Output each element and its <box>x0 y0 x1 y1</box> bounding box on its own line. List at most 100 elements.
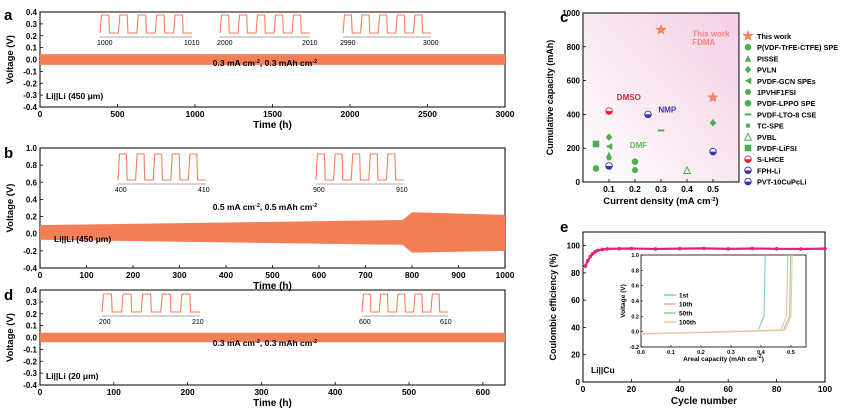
legend-label: P(VDF-TrFE-CTFE) SPE <box>757 43 838 52</box>
x-tick-label: 300 <box>172 270 186 280</box>
inset-voltage-trace <box>361 293 448 313</box>
inset-y-tick-label: 0.4 <box>631 299 640 305</box>
y-tick-label: 0.0 <box>26 334 38 343</box>
legend-marker <box>743 132 753 141</box>
x-axis-title: Current density (mA cm-2) <box>603 196 718 207</box>
y-tick-label: 0.0 <box>26 56 38 65</box>
legend-label: PVDF-GCN SPEs <box>757 77 816 86</box>
y-tick-label: 0 <box>576 378 581 387</box>
y-axis-title: Voltage (V) <box>5 35 16 84</box>
x-axis-title: Time (h) <box>253 398 292 409</box>
y-tick-label: 1.0 <box>26 144 38 153</box>
y-tick-label: -0.2 <box>23 357 37 366</box>
legend-marker <box>744 144 752 152</box>
inset-legend-label: 10th <box>679 302 692 309</box>
x-tick-label: 600 <box>476 387 490 397</box>
ce-point <box>617 246 622 251</box>
inset-x-tick-label: 0.4 <box>757 350 766 356</box>
inset-y-tick-label: -0.2 <box>630 345 639 351</box>
marker-fill <box>644 114 652 118</box>
y-tick-label: -0.4 <box>23 264 37 273</box>
x-tick-label: 1000 <box>186 109 205 119</box>
marker-fill <box>744 159 752 163</box>
y-tick-label: -0.2 <box>23 247 37 256</box>
inset-start-label: 900 <box>313 187 325 194</box>
legend-label: FPH-Li <box>757 166 781 175</box>
x-tick-label: 0.4 <box>681 184 693 194</box>
legend-marker <box>744 99 752 107</box>
marker-fill <box>605 165 613 170</box>
legend-label: PVDF-LiFSI <box>757 144 797 153</box>
y-tick-label: 0.6 <box>26 178 38 187</box>
data-point <box>592 165 600 172</box>
ce-point <box>702 246 706 251</box>
annotation: NMP <box>658 106 676 115</box>
data-point <box>631 167 639 174</box>
inset-legend-label: 100th <box>679 320 696 327</box>
ce-point <box>774 246 779 251</box>
x-tick-label: 0.2 <box>629 184 641 194</box>
data-point <box>707 91 719 103</box>
y-tick-label: 0.1 <box>26 44 38 53</box>
ce-point <box>583 264 588 268</box>
x-axis-title: Time (h) <box>253 120 292 131</box>
annotation: FDMA <box>692 38 715 47</box>
y-tick-label: 1000 <box>562 9 580 18</box>
inset-y-tick-label: 0.6 <box>631 284 639 290</box>
y-tick-label: 0.2 <box>26 32 38 41</box>
y-tick-label: -0.1 <box>23 345 37 354</box>
inset-end-label: 3000 <box>423 40 439 47</box>
x-tick-label: 500 <box>265 270 279 280</box>
data-point <box>631 158 639 166</box>
x-tick-label: 100 <box>818 384 832 394</box>
marker-fill <box>744 181 752 185</box>
x-axis-title: Cycle number <box>671 396 737 407</box>
x-tick-label: 0 <box>38 270 43 280</box>
ce-point <box>726 247 730 251</box>
x-tick-label: 800 <box>405 270 419 280</box>
legend-marker <box>742 30 754 41</box>
x-tick-label: 0.3 <box>655 184 667 194</box>
x-tick-label: 500 <box>402 387 416 397</box>
y-tick-label: 80 <box>571 269 580 278</box>
marker-fill <box>744 170 752 174</box>
x-tick-label: 0 <box>38 109 43 119</box>
voltage-band <box>40 54 505 65</box>
inset-x-tick-label: 0.0 <box>637 350 645 356</box>
legend-label: PVLN <box>757 66 776 75</box>
inset-start-label: 200 <box>99 319 111 326</box>
y-tick-label: 0.4 <box>26 195 38 204</box>
y-tick-label: 0.1 <box>26 322 38 331</box>
marker-fill <box>605 111 613 115</box>
data-point <box>592 140 600 148</box>
legend-label: TC-SPE <box>757 122 784 131</box>
legend-marker <box>744 166 752 175</box>
y-tick-label: 0.4 <box>26 8 38 17</box>
x-tick-label: 0 <box>581 384 586 394</box>
inset-x-tick-label: 0.1 <box>667 350 675 356</box>
inset-voltage-trace <box>342 14 431 34</box>
cell-label: Li||Li (20 μm) <box>46 371 99 381</box>
y-tick-label: -0.3 <box>23 91 37 100</box>
x-tick-label: 400 <box>219 270 233 280</box>
data-point <box>682 165 692 174</box>
cell-label: Li||Li (450 μm) <box>46 91 103 101</box>
annotation: DMSO <box>617 93 641 102</box>
inset-start-label: 600 <box>359 319 371 326</box>
inset-end-label: 910 <box>396 187 408 194</box>
data-point <box>657 129 665 132</box>
marker-fill <box>709 151 717 155</box>
inset-end-label: 410 <box>198 187 210 194</box>
legend-label: PVBL <box>757 133 777 142</box>
legend-marker <box>744 177 752 186</box>
y-tick-label: -0.1 <box>23 67 37 76</box>
inset-voltage-trace <box>315 153 404 181</box>
ce-point <box>586 258 590 263</box>
x-tick-label: 80 <box>772 384 782 394</box>
cell-label: Li||Li (450 μm) <box>54 234 111 244</box>
inset-voltage-trace <box>99 14 192 34</box>
x-tick-label: 1500 <box>263 109 282 119</box>
y-axis-title: Voltage (V) <box>5 184 16 233</box>
y-tick-label: 0.0 <box>26 230 38 239</box>
data-point <box>607 156 611 161</box>
